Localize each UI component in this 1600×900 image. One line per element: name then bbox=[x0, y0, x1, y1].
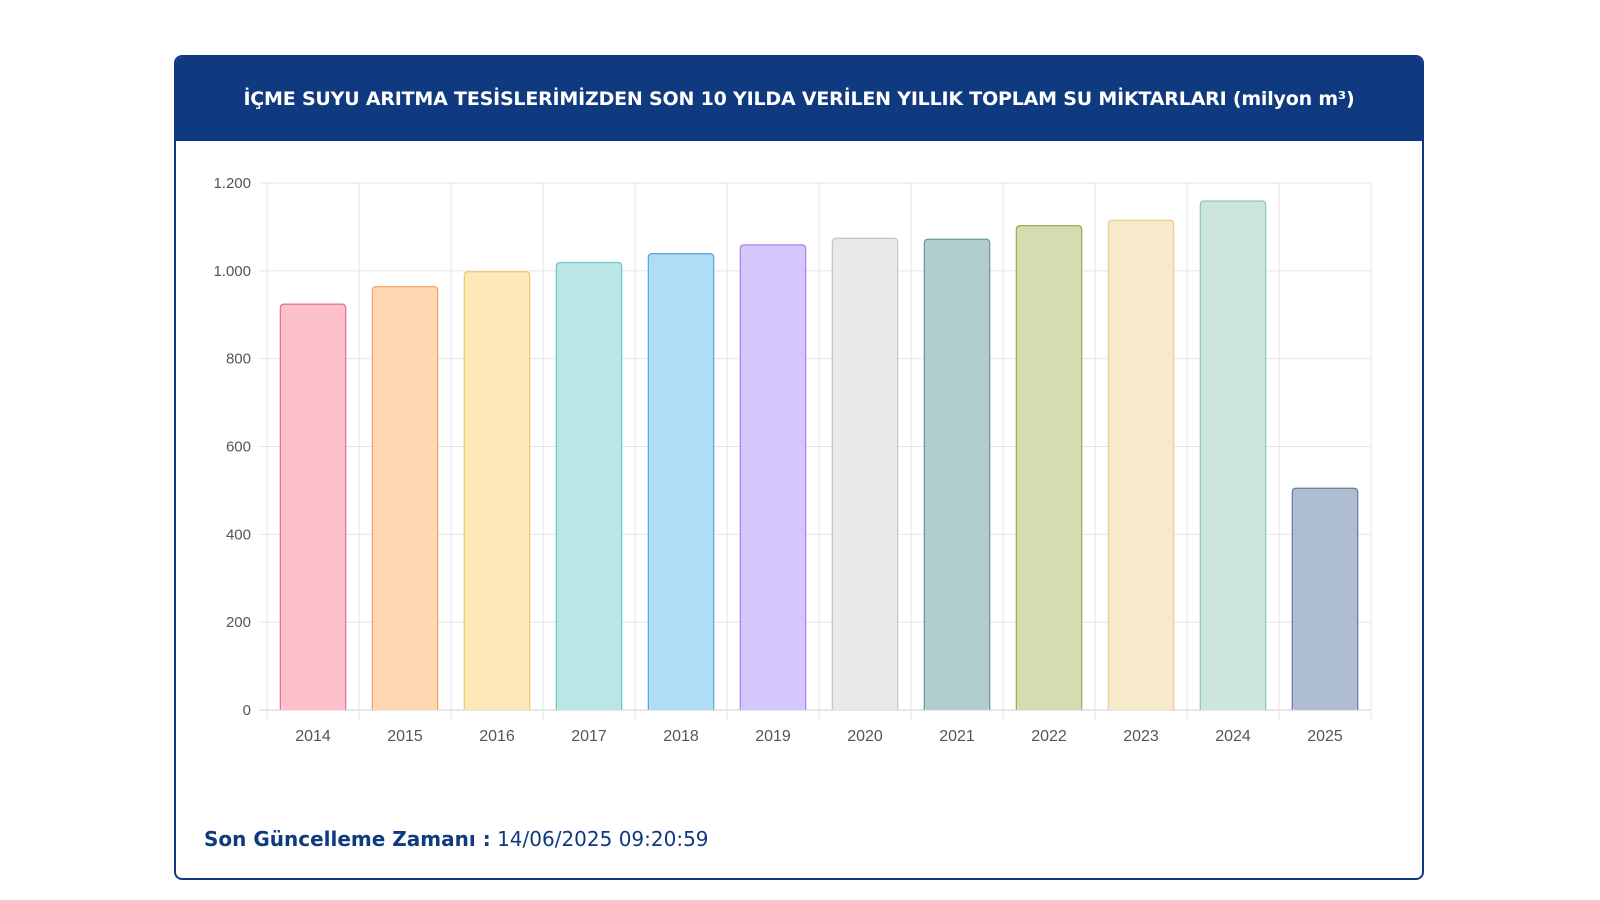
y-tick-label: 600 bbox=[226, 439, 251, 456]
bar-outline-2014 bbox=[279, 303, 347, 710]
chart-title: İÇME SUYU ARITMA TESİSLERİMİZDEN SON 10 … bbox=[243, 88, 1355, 110]
bar-2017 bbox=[556, 262, 622, 710]
x-tick-label: 2016 bbox=[479, 728, 515, 745]
x-tick-label: 2015 bbox=[387, 728, 423, 745]
bar-2016 bbox=[464, 271, 530, 710]
bar-2020 bbox=[832, 238, 898, 710]
bar-2014 bbox=[280, 304, 346, 710]
bar-2018 bbox=[648, 253, 714, 711]
y-tick-label: 400 bbox=[226, 526, 251, 543]
y-tick-label: 200 bbox=[226, 614, 251, 631]
bar-chart: 0 200 400 600 800 1.000 1.200 2014 2015 2016 2017 2… bbox=[213, 175, 1372, 745]
chart-card: İÇME SUYU ARITMA TESİSLERİMİZDEN SON 10 … bbox=[174, 55, 1424, 880]
bar-outline-2015 bbox=[371, 285, 439, 710]
x-tick-label: 2014 bbox=[295, 728, 331, 745]
bar-outline-2021 bbox=[923, 238, 991, 710]
x-tick-label: 2018 bbox=[663, 728, 699, 745]
bar-2023 bbox=[1108, 220, 1174, 710]
bar-outline-2019 bbox=[739, 244, 807, 710]
bar-2015 bbox=[372, 286, 438, 710]
y-tick-label: 0 bbox=[243, 702, 251, 719]
bar-2021 bbox=[924, 239, 990, 711]
bar-outline-2018 bbox=[647, 253, 715, 710]
x-tick-label: 2019 bbox=[755, 728, 791, 745]
x-tick-label: 2021 bbox=[939, 728, 975, 745]
x-tick-label: 2017 bbox=[571, 728, 607, 745]
bar-outline-2024 bbox=[1199, 200, 1267, 710]
y-tick-label: 800 bbox=[226, 351, 251, 368]
x-tick-label: 2023 bbox=[1123, 728, 1159, 745]
last-updated: Son Güncelleme Zamanı : 14/06/2025 09:20… bbox=[204, 827, 709, 851]
bar-outline-2022 bbox=[1015, 224, 1083, 710]
x-tick-label: 2025 bbox=[1307, 728, 1343, 745]
bar-2022 bbox=[1016, 225, 1082, 710]
last-updated-label: Son Güncelleme Zamanı : bbox=[204, 827, 491, 851]
card-header: İÇME SUYU ARITMA TESİSLERİMİZDEN SON 10 … bbox=[176, 57, 1422, 141]
bar-2025 bbox=[1292, 488, 1358, 710]
chart-area: 0 200 400 600 800 1.000 1.200 2014 2015 2016 2017 2… bbox=[176, 57, 1422, 821]
y-tick-label: 1.200 bbox=[213, 175, 251, 192]
bar-outline-2017 bbox=[555, 261, 623, 710]
bar-outline-2020 bbox=[831, 237, 899, 710]
x-tick-label: 2020 bbox=[847, 728, 883, 745]
bar-2019 bbox=[740, 244, 806, 711]
bar-2024 bbox=[1200, 201, 1266, 710]
x-tick-label: 2022 bbox=[1031, 728, 1067, 745]
bar-outline-2025 bbox=[1291, 487, 1359, 710]
bar-outline-2016 bbox=[463, 271, 531, 710]
y-tick-label: 1.000 bbox=[213, 263, 251, 280]
last-updated-value: 14/06/2025 09:20:59 bbox=[497, 827, 709, 851]
bar-outline-2023 bbox=[1107, 219, 1175, 710]
x-tick-label: 2024 bbox=[1215, 728, 1251, 745]
